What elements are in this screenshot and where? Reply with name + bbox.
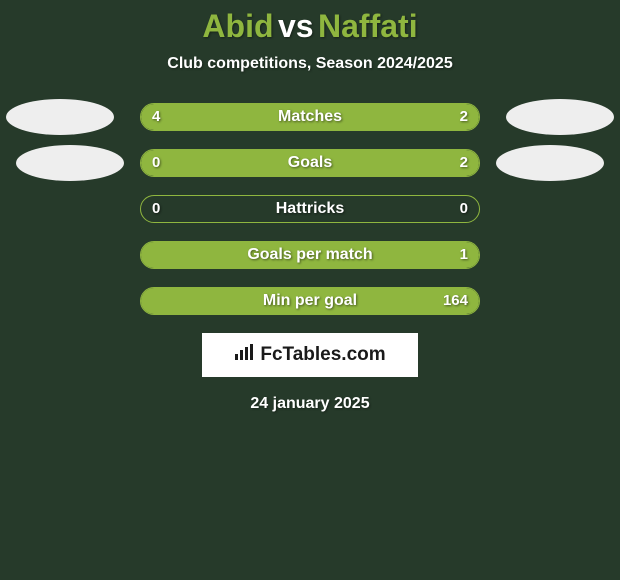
stat-row: Min per goal 164 (0, 287, 620, 315)
pie-icon (16, 145, 124, 181)
pie-icon (6, 99, 114, 135)
stat-right-value: 0 (460, 195, 468, 223)
stat-label: Goals per match (140, 241, 480, 269)
stats-list: 4 Matches 2 0 Goals 2 0 Hattricks 0 (0, 103, 620, 315)
subtitle: Club competitions, Season 2024/2025 (0, 55, 620, 73)
logo-box: FcTables.com (202, 333, 418, 377)
player-b-name: Naffati (318, 8, 418, 44)
date-label: 24 january 2025 (0, 395, 620, 413)
title-vs: vs (278, 8, 314, 44)
logo: FcTables.com (234, 343, 385, 367)
stat-right-value: 164 (443, 287, 468, 315)
stat-right-value: 1 (460, 241, 468, 269)
stat-row: 0 Goals 2 (0, 149, 620, 177)
pie-icon (496, 145, 604, 181)
stat-right-value: 2 (460, 103, 468, 131)
stat-label: Goals (140, 149, 480, 177)
stat-right-value: 2 (460, 149, 468, 177)
stat-row: 4 Matches 2 (0, 103, 620, 131)
logo-text: FcTables.com (260, 344, 385, 366)
stat-label: Hattricks (140, 195, 480, 223)
stat-row: 0 Hattricks 0 (0, 195, 620, 223)
pie-icon (506, 99, 614, 135)
bar-chart-icon (234, 343, 256, 367)
stat-row: Goals per match 1 (0, 241, 620, 269)
title: Abid vs Naffati (0, 0, 620, 55)
stat-label: Min per goal (140, 287, 480, 315)
player-a-name: Abid (202, 8, 273, 44)
comparison-widget: Abid vs Naffati Club competitions, Seaso… (0, 0, 620, 413)
stat-label: Matches (140, 103, 480, 131)
